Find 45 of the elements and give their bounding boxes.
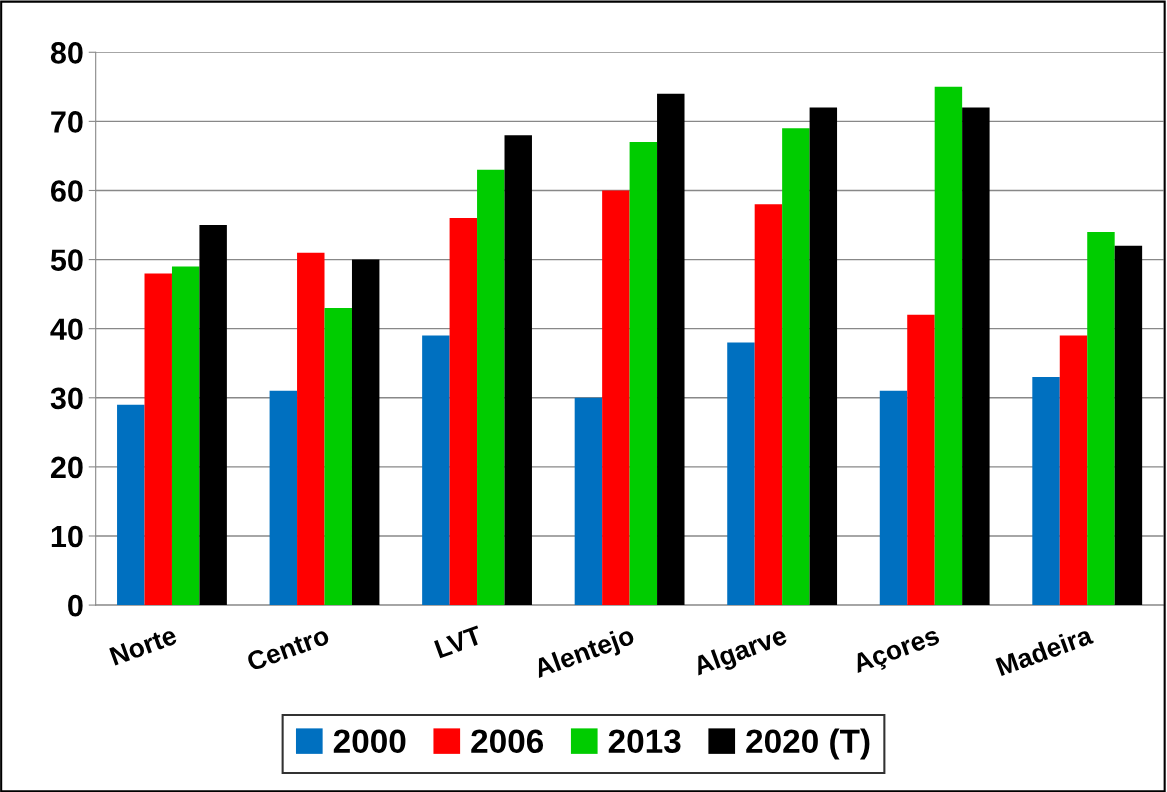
legend-label: 2000 xyxy=(333,729,406,754)
bar xyxy=(449,218,478,606)
x-tick-label: LVT xyxy=(434,625,484,659)
y-tick-label: 0 xyxy=(68,594,83,617)
y-tick-label: 40 xyxy=(50,318,83,341)
bar xyxy=(907,314,935,606)
bar xyxy=(1032,377,1060,606)
bar xyxy=(117,404,145,606)
y-tick-label: 10 xyxy=(51,525,83,548)
bar xyxy=(504,135,532,606)
bar xyxy=(269,390,298,606)
y-tick-label: 30 xyxy=(50,387,83,410)
y-tick-label: 50 xyxy=(50,249,83,271)
bar xyxy=(171,266,200,606)
bar xyxy=(879,390,908,606)
y-tick-label: 60 xyxy=(51,180,83,202)
bar xyxy=(962,107,990,606)
bar xyxy=(351,259,380,606)
bar xyxy=(754,204,783,606)
bar xyxy=(1087,231,1115,606)
bar xyxy=(782,128,810,606)
bar xyxy=(727,342,755,606)
y-tick-label: 20 xyxy=(50,456,83,479)
bar xyxy=(199,225,227,606)
x-tick-label: Centro xyxy=(245,625,331,672)
legend-label: 2006 xyxy=(471,729,544,754)
bar xyxy=(1114,245,1143,606)
legend-label: 2020 (T) xyxy=(746,728,870,760)
bar xyxy=(574,397,603,606)
bar xyxy=(934,86,963,606)
x-tick-label: Norte xyxy=(109,625,178,666)
bar xyxy=(602,190,630,606)
bar xyxy=(809,107,838,606)
bar xyxy=(1059,335,1088,606)
y-tick-label: 80 xyxy=(50,42,83,64)
bar xyxy=(477,169,505,606)
y-tick-label: 70 xyxy=(51,111,83,133)
bar xyxy=(144,273,172,606)
bar xyxy=(657,93,685,606)
bar xyxy=(422,335,450,606)
legend-label: 2013 xyxy=(608,729,681,754)
bar xyxy=(297,252,325,606)
x-tick-label: Açores xyxy=(851,625,943,679)
bar xyxy=(629,142,658,606)
bar xyxy=(324,307,352,606)
